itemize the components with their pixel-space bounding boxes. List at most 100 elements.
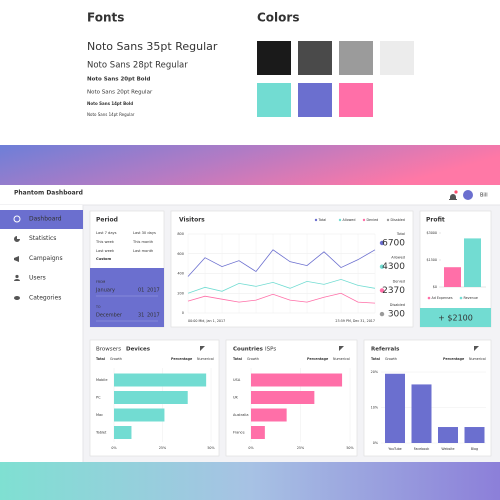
line [187,279,376,294]
dashboard-icon [13,215,21,223]
date-label: TO [95,305,101,309]
bar [385,373,405,443]
nav-item[interactable]: Statistics [29,235,56,242]
total-value: 2370 [382,286,405,296]
x-tick-label: Facebook [414,447,430,451]
total-value: 300 [388,310,405,320]
bar [444,267,461,287]
sidebar [0,205,83,462]
date-year: 2017 [147,288,160,294]
column-label[interactable]: Total [96,357,105,361]
y-tick-label: 400 [177,272,184,276]
tab[interactable]: ISPs [265,347,276,353]
nav-item[interactable]: Users [29,275,46,282]
font-sample: Noto Sans 28pt Regular [87,61,188,71]
mode-label[interactable]: Numerical [197,357,214,361]
mode-label[interactable]: Percentage [443,357,465,361]
mode-label[interactable]: Percentage [171,357,193,361]
x-axis-label: 23:59 PM, Dec 31, 2017 [335,319,375,323]
column-label[interactable]: Growth [110,357,122,361]
y-tick-label: $0 [433,285,437,289]
app-title: Phantom Dashboard [14,190,83,197]
bar [251,408,287,422]
column-label[interactable]: Growth [385,357,397,361]
category-label: UK [233,396,239,400]
nav-item[interactable]: Dashboard [29,216,62,223]
x-axis-label: 00:00 Mid, Jan 1, 2017 [188,319,225,323]
nav-item[interactable]: Campaigns [29,255,63,262]
sort-icons[interactable] [339,346,351,351]
avatar[interactable] [463,190,473,200]
notification-dot [454,190,458,194]
column-label[interactable]: Total [233,357,242,361]
visitors-card [170,210,414,328]
legend-label: Ad Expenses [432,296,453,300]
period-option[interactable]: This week [95,240,115,244]
period-option[interactable]: Custom [96,257,112,261]
y-tick-label: 600 [177,252,184,256]
legend-dot [314,218,318,222]
sort-icons[interactable] [200,346,212,351]
users-icon [14,279,20,281]
legend-label: Disabled [391,218,405,222]
period-option[interactable]: Last week [96,249,115,253]
column-label[interactable]: Growth [247,357,259,361]
sidebar-active[interactable] [0,210,83,229]
date-range-box[interactable] [90,268,164,327]
statistics-icon [14,236,20,242]
profit-button[interactable] [420,308,491,327]
tab[interactable]: Countries [233,347,264,353]
bar [251,373,343,387]
color-swatch [339,83,373,117]
user-name: Bill [480,193,488,199]
x-tick-label: YouTube [388,447,401,451]
mode-label[interactable]: Numerical [469,357,486,361]
category-label: Mac [96,413,103,417]
color-swatch [298,41,332,75]
color-swatch [380,41,414,75]
total-dot [379,264,385,269]
period-option[interactable]: This month [132,240,153,244]
bar [114,426,132,439]
card-title: Visitors [179,217,205,224]
x-tick-label: 0% [111,446,116,450]
period-option[interactable]: Last 7 days [96,231,117,235]
tab[interactable]: Browsers [96,347,121,353]
legend-label: Allowed [343,218,356,222]
total-label: Disabled [390,303,405,307]
line [187,292,376,304]
date-label: FROM [96,280,106,284]
category-label: Tablet [95,431,107,435]
font-sample: Noto Sans 20pt Bold [87,77,150,83]
category-label: PC [96,396,101,400]
campaigns-icon [14,256,19,262]
period-option[interactable]: Last month [133,249,153,253]
column-label[interactable]: Total [371,357,380,361]
bar [114,408,165,422]
bar [114,373,207,387]
font-sample: Noto Sans 14pt Regular [87,112,135,117]
button-label[interactable]: + $2100 [438,314,473,323]
total-dot [379,288,385,293]
sort-icons[interactable] [474,346,486,351]
bar [411,384,432,443]
period-option[interactable]: Last 30 days [133,231,156,235]
legend-dot [362,218,366,222]
bar [251,426,265,439]
nav-item[interactable]: Categories [29,294,61,301]
tab[interactable]: Devices [126,347,151,353]
categories-icon [14,296,20,300]
bell-icon[interactable] [449,194,457,200]
category-label: Mobile [96,378,107,382]
y-tick-label: $1500 [427,258,438,262]
total-value: 6700 [382,239,405,249]
total-value: 4300 [382,262,405,272]
mode-label[interactable]: Numerical [333,357,350,361]
color-swatch [339,41,373,75]
font-sample: Noto Sans 14pt Bold [87,101,133,106]
header-bar [0,185,500,205]
line [187,249,376,277]
y-tick-label: 200 [177,291,184,295]
mode-label[interactable]: Percentage [307,357,329,361]
